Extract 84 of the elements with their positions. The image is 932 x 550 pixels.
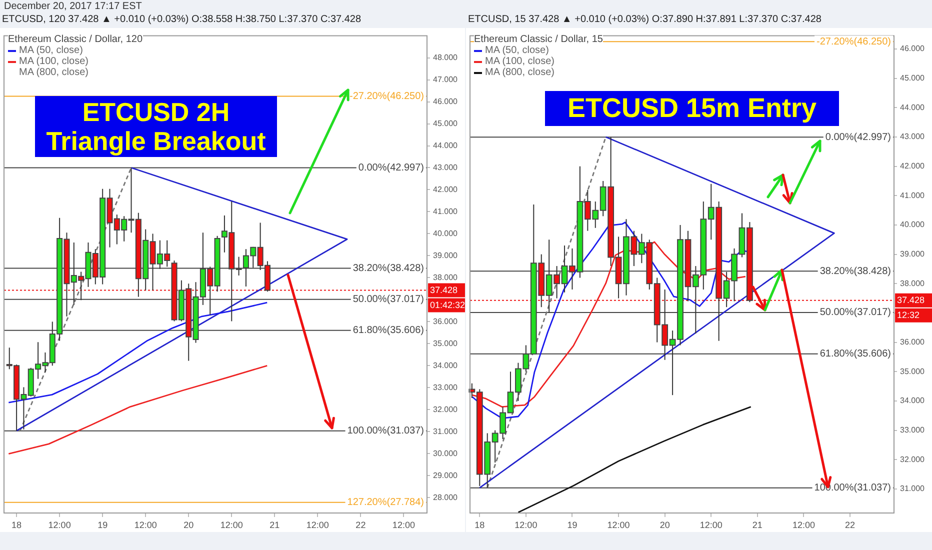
x-tick-label: 12:00 — [48, 520, 71, 530]
y-tick-label: 39.000 — [900, 250, 926, 259]
y-tick-label: 38.000 — [900, 278, 926, 288]
x-tick-label: 12:00 — [607, 520, 630, 530]
x-tick-label: 12:00 — [792, 520, 815, 530]
text: ETCUSD 15m Entry — [545, 91, 839, 126]
y-tick-label: 30.000 — [433, 448, 458, 458]
x-tick-label: 22 — [356, 520, 366, 530]
y-tick-label: 34.000 — [900, 396, 926, 406]
ref-line-label: 37.428 — [430, 284, 458, 295]
x-tick-label: 12:00 — [220, 520, 243, 530]
y-tick-label: 43.000 — [900, 132, 926, 142]
y-tick-label: 36.000 — [900, 338, 926, 346]
y-tick-label: 46.000 — [900, 44, 926, 54]
y-tick-label: 41.000 — [433, 206, 458, 216]
text: December 20, 2017 17:17 EST — [4, 1, 142, 12]
legend-label: MA (100, close) — [18, 56, 90, 67]
y-tick-label: 42.000 — [433, 184, 458, 194]
ref-line-label: 37.428 — [897, 294, 925, 305]
ref-line-label: 50.00%(37.017) — [352, 294, 424, 306]
legend-label: MA (800, close) — [484, 67, 556, 78]
ref-line-label: 38.20%(38.428) — [352, 263, 424, 274]
ref-line-label: 38.20%(38.428) — [820, 266, 891, 277]
x-tick-label: 12:00 — [134, 520, 157, 530]
text: 01:42:32 — [430, 300, 466, 310]
legend-title: Ethereum Classic / Dollar, 15 — [474, 34, 603, 45]
legend-label: MA (100, close) — [484, 56, 556, 67]
y-tick-label: 40.000 — [433, 228, 458, 238]
x-tick-label: 21 — [270, 520, 280, 530]
x-tick-label: 18 — [474, 520, 485, 530]
text: 12:32 — [897, 310, 920, 320]
ref-line-label: 50.00%(37.017) — [820, 307, 891, 318]
y-tick-label: 38.000 — [433, 272, 458, 282]
annotation: MA (800, close) — [18, 67, 90, 78]
y-tick-label: 32.000 — [900, 454, 926, 464]
y-tick-label: 33.000 — [900, 425, 926, 434]
y-tick-label: 28.000 — [433, 492, 458, 502]
x-tick-label: 18 — [12, 520, 22, 530]
y-tick-label: 47.000 — [433, 74, 458, 84]
chart-subtitle: ETCUSD, 120 37.428 ▲ +0.010 (+0.03%) O:38.558 H:38.750 L:37.370 C:37.428 — [2, 14, 362, 25]
x-tick-label: 19 — [98, 520, 108, 530]
y-tick-label: 45.000 — [433, 118, 458, 128]
legend-label: MA (50, close) — [484, 45, 550, 56]
ref-line-label: 127.20%(27.784) — [347, 497, 424, 508]
x-tick-label: 12:00 — [392, 520, 415, 530]
chart-subtitle: ETCUSD, 15 37.428 ▲ +0.010 (+0.03%) O:37.890 H:37.891 L:37.370 C:37.428 — [468, 14, 822, 25]
x-tick-label: 22 — [845, 520, 856, 530]
x-tick-label: 21 — [752, 520, 762, 530]
y-tick-label: 33.000 — [433, 382, 458, 392]
y-tick-label: 46.000 — [433, 96, 458, 106]
ref-line-label: 0.00%(42.997) — [358, 162, 424, 174]
text: ETCUSD 2H Triangle Breakout — [35, 96, 277, 157]
ref-line-label: -27.20%(46.250) — [350, 91, 424, 102]
x-tick-label: 12:00 — [514, 520, 538, 530]
y-tick-label: 44.000 — [433, 140, 458, 150]
ref-line-label: 61.80%(35.606) — [820, 348, 891, 360]
y-tick-label: 40.000 — [900, 220, 926, 230]
y-tick-label: 35.000 — [900, 366, 926, 376]
x-tick-label: 19 — [567, 520, 578, 530]
ref-line-label: 0.00%(42.997) — [825, 132, 891, 143]
y-tick-label: 48.000 — [433, 52, 458, 62]
y-tick-label: 32.000 — [433, 404, 458, 414]
x-tick-label: 12:00 — [700, 520, 722, 530]
ref-line-label: 100.00%(31.037) — [347, 426, 424, 437]
y-tick-label: 44.000 — [900, 102, 926, 112]
y-tick-label: 45.000 — [900, 74, 926, 83]
y-tick-label: 43.000 — [433, 162, 458, 172]
y-tick-label: 31.000 — [900, 484, 926, 494]
x-tick-label: 20 — [184, 520, 194, 530]
y-tick-label: 31.000 — [433, 426, 458, 436]
legend-label: MA (50, close) — [18, 45, 84, 56]
ref-line-label: 100.00%(31.037) — [814, 482, 891, 494]
ref-line-label: -27.20%(46.250) — [816, 36, 891, 48]
y-tick-label: 42.000 — [900, 162, 926, 171]
legend-title: Ethereum Classic / Dollar, 120 — [8, 34, 143, 45]
y-tick-label: 29.000 — [433, 470, 458, 480]
y-tick-label: 39.000 — [433, 250, 458, 260]
x-tick-label: 20 — [660, 520, 670, 530]
y-tick-label: 41.000 — [900, 190, 926, 200]
ref-line-label: 61.80%(35.606) — [352, 325, 424, 336]
y-tick-label: 34.000 — [433, 360, 458, 370]
y-tick-label: 36.000 — [433, 316, 458, 326]
x-tick-label: 12:00 — [306, 520, 329, 530]
y-tick-label: 35.000 — [433, 338, 458, 348]
